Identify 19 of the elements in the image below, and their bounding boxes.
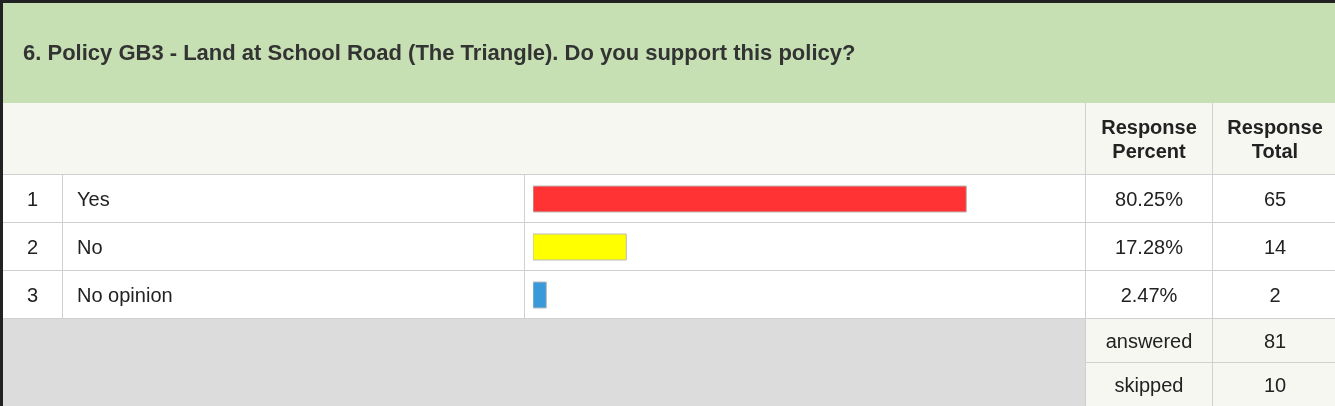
- text: 2: [1213, 271, 1335, 319]
- chart-title: 6. Policy GB3 - Land at School Road (The Triangle). Do you support this policy?: [3, 3, 1335, 103]
- data-label: 17.28%: [1086, 223, 1213, 271]
- y-tick-label: No: [63, 223, 525, 271]
- text: Response Total: [1213, 103, 1335, 175]
- text: Response Percent: [1086, 103, 1213, 175]
- text: 81: [1213, 319, 1335, 363]
- text: 65: [1213, 175, 1335, 223]
- text: 14: [1213, 223, 1335, 271]
- text: 10: [1213, 363, 1335, 406]
- text: answered: [1086, 319, 1213, 363]
- y-tick-label: Yes: [63, 175, 525, 223]
- data-label: 80.25%: [1086, 175, 1213, 223]
- data-label: 2.47%: [1086, 271, 1213, 319]
- text: 1: [3, 175, 63, 223]
- y-tick-label: No opinion: [63, 271, 525, 319]
- text: 3: [3, 271, 63, 319]
- text: 2: [3, 223, 63, 271]
- text: skipped: [1086, 363, 1213, 406]
